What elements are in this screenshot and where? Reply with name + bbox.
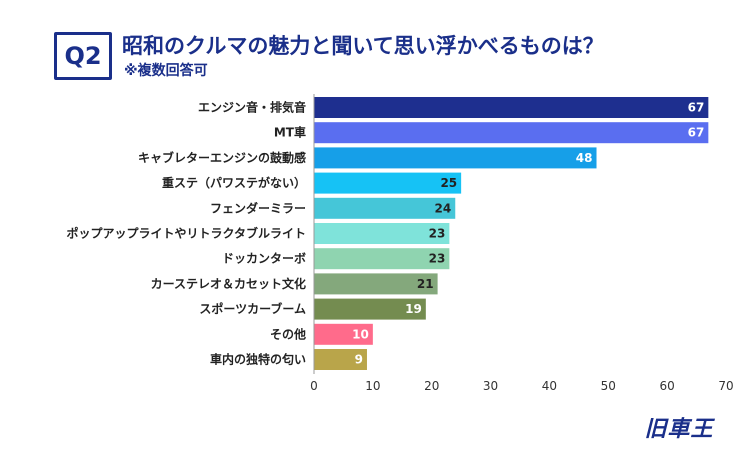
bar-5 xyxy=(314,197,456,219)
value-label-9: 19 xyxy=(405,302,422,316)
chart-title: 昭和のクルマの魅力と聞いて思い浮かべるものは？ xyxy=(122,34,604,58)
category-label-1: エンジン音・排気音 xyxy=(198,100,306,115)
category-label-2: MT車 xyxy=(274,125,306,140)
x-tick-label-20: 20 xyxy=(424,379,439,393)
bar-8 xyxy=(314,273,438,295)
value-label-11: 9 xyxy=(355,353,363,367)
bar-4 xyxy=(314,172,462,194)
x-tick-label-0: 0 xyxy=(310,379,318,393)
bar-7 xyxy=(314,248,450,270)
category-label-4: 重ステ（パワステがない） xyxy=(162,175,306,190)
bar-9 xyxy=(314,298,426,320)
value-label-4: 25 xyxy=(440,176,457,190)
value-label-2: 67 xyxy=(688,126,705,140)
value-label-1: 67 xyxy=(688,101,705,115)
value-label-3: 48 xyxy=(576,151,593,165)
bar-11 xyxy=(314,349,367,370)
bar-10 xyxy=(314,323,373,345)
value-labels-group: 67 67 48 25 24 23 23 21 19 10 9 xyxy=(352,101,704,367)
bar-3 xyxy=(314,147,597,169)
x-tick-label-70: 70 xyxy=(718,379,733,393)
category-label-8: カーステレオ＆カセット文化 xyxy=(151,276,306,291)
x-tick-label-40: 40 xyxy=(542,379,557,393)
value-label-10: 10 xyxy=(352,327,369,341)
x-tick-label-10: 10 xyxy=(365,379,380,393)
category-label-7: ドッカンターボ xyxy=(222,251,306,266)
category-label-11: 車内の独特の匂い xyxy=(210,352,306,367)
brand-logo: 旧車王 xyxy=(620,412,738,442)
bar-6 xyxy=(314,223,450,244)
chart-subtitle: ※複数回答可 xyxy=(124,63,208,79)
value-label-7: 23 xyxy=(429,252,446,266)
value-label-5: 24 xyxy=(435,201,452,215)
category-label-9: スポーツカーブーム xyxy=(199,301,306,316)
category-label-3: キャブレターエンジンの鼓動感 xyxy=(138,150,306,165)
category-label-10: その他 xyxy=(270,326,306,341)
x-tick-label-50: 50 xyxy=(601,379,616,393)
value-label-8: 21 xyxy=(417,277,434,291)
category-label-6: ポップアップライトやリトラクタブルライト xyxy=(66,226,306,241)
value-label-6: 23 xyxy=(429,227,446,241)
brand-logo-text: 旧車王 xyxy=(644,417,714,442)
x-tick-label-60: 60 xyxy=(660,379,675,393)
question-badge: Q2 xyxy=(54,32,112,80)
bar-1 xyxy=(314,97,709,118)
bar-2 xyxy=(314,122,709,144)
x-tick-label-30: 30 xyxy=(483,379,498,393)
bars-group xyxy=(314,97,709,370)
x-axis-ticks-group: 0 10 20 30 40 50 60 70 xyxy=(310,379,733,393)
category-label-5: フェンダーミラー xyxy=(210,200,306,215)
